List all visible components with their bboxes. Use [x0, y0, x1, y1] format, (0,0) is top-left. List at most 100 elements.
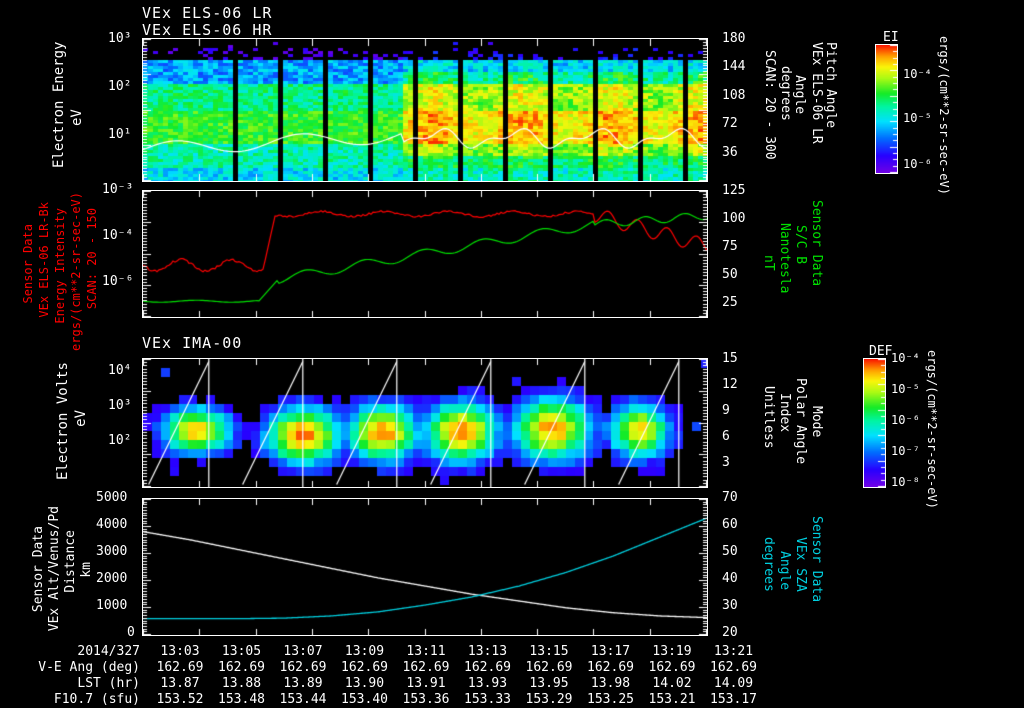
- panel4-ytick-0: 5000: [96, 490, 128, 505]
- panel3-right-label-2: Polar Angle: [793, 378, 808, 465]
- footer-lst-8: 14.02: [652, 676, 692, 691]
- footer-time-1: 13:05: [221, 644, 262, 659]
- colorbar2-tick-3: 10⁻⁷: [891, 444, 920, 458]
- colorbar2-tick-0: 10⁻⁴: [891, 351, 920, 365]
- panel2-ytick-0: 10⁻³: [102, 182, 134, 197]
- panel4-left-label-4: km: [79, 562, 94, 578]
- footer-ve-ang-0: 162.69: [156, 660, 204, 675]
- footer-f107-9: 153.17: [710, 692, 757, 707]
- panel2-y2tick-4: 25: [722, 295, 738, 310]
- panel2-ytick-2: 10⁻⁶: [102, 274, 134, 289]
- panel4-y2tick-2: 50: [722, 544, 738, 559]
- colorbar1-gradient: [876, 45, 897, 173]
- footer-date: 2014/327: [77, 644, 140, 659]
- footer-lst-2: 13.89: [283, 676, 323, 691]
- footer-f107-4: 153.36: [402, 692, 450, 707]
- colorbar1-tick-1: 10⁻⁵: [903, 111, 932, 125]
- panel2-right-label-2: S/C B: [793, 225, 808, 265]
- footer-time-0: 13:03: [160, 644, 200, 659]
- panel-energy-intensity-magfield[interactable]: [142, 190, 708, 318]
- footer-f107-5: 153.33: [464, 692, 511, 707]
- footer-f107-6: 153.29: [525, 692, 573, 707]
- panel4-ytick-5: 0: [127, 625, 135, 640]
- panel3-ytick-2: 10²: [108, 433, 132, 448]
- footer-ve-ang-1: 162.69: [218, 660, 265, 675]
- panel4-y2tick-0: 70: [722, 490, 738, 505]
- panel1-right-label-4: degrees: [778, 66, 793, 121]
- panel4-y2tick-3: 40: [722, 571, 738, 586]
- ima-spectrogram-canvas: [143, 359, 707, 487]
- panel3-left-axis-units: eV: [73, 410, 89, 427]
- panel1-y2tick-2: 108: [722, 88, 746, 103]
- colorbar2-tick-4: 10⁻⁸: [891, 475, 920, 489]
- els-spectrogram-canvas: [143, 39, 707, 181]
- colorbar1-tick-2: 10⁻⁶: [903, 157, 932, 171]
- panel3-y2tick-2: 9: [722, 403, 730, 418]
- footer-ve-ang-4: 162.69: [402, 660, 450, 675]
- panel1-ytick-0: 10³: [108, 31, 132, 46]
- panel3-right-label-3: Index: [777, 393, 792, 433]
- colorbar1-box[interactable]: [875, 44, 898, 174]
- panel3-ytick-0: 10⁴: [108, 363, 132, 378]
- footer-row-label-0: V-E Ang (deg): [38, 660, 140, 675]
- footer-f107-7: 153.25: [587, 692, 634, 707]
- colorbar2-name: DEF: [869, 344, 893, 359]
- panel2-y2tick-0: 125: [722, 183, 746, 198]
- panel3-y2tick-3: 6: [722, 429, 730, 444]
- footer-ve-ang-5: 162.69: [464, 660, 511, 675]
- panel-altitude-sza[interactable]: [142, 498, 708, 636]
- panel1-left-axis-units: eV: [69, 109, 85, 126]
- footer-time-5: 13:13: [467, 644, 508, 659]
- colorbar2-box[interactable]: [863, 358, 886, 488]
- panel4-ytick-2: 3000: [96, 544, 128, 559]
- colorbar1-tick-0: 10⁻⁴: [903, 67, 932, 81]
- panel2-left-label-1: Sensor Data: [21, 224, 35, 304]
- panel-els-spectrogram[interactable]: [142, 38, 708, 182]
- panel-ima-spectrogram[interactable]: [142, 358, 708, 488]
- footer-row-label-2: F10.7 (sfu): [53, 692, 140, 707]
- panel1-right-label-2: VEx ELS-06 LR: [809, 42, 824, 144]
- footer-lst-3: 13.90: [344, 676, 385, 691]
- panel1-ytick-1: 10²: [108, 79, 132, 94]
- footer-ve-ang-6: 162.69: [525, 660, 573, 675]
- footer-time-6: 13:15: [529, 644, 569, 659]
- colorbar2-tick-2: 10⁻⁶: [891, 413, 920, 427]
- panel2-ytick-1: 10⁻⁴: [102, 228, 134, 243]
- panel1-ytick-2: 10¹: [108, 127, 132, 142]
- footer-ve-ang-3: 162.69: [341, 660, 388, 675]
- panel2-left-label-4: ergs/(cm**2-sr-sec-eV): [69, 192, 83, 351]
- panel4-y2tick-5: 20: [722, 625, 738, 640]
- panel2-right-label-4: nT: [761, 255, 776, 271]
- panel1-title-lr: VEx ELS-06 LR: [142, 4, 273, 22]
- footer-time-4: 13:11: [406, 644, 446, 659]
- panel3-right-label-4: Unitless: [761, 386, 776, 449]
- panel3-left-axis-label: Electron Volts: [55, 362, 71, 481]
- panel2-y2tick-3: 50: [722, 267, 738, 282]
- colorbar1-units: ergs/(cm**2-sr-sec-eV): [937, 36, 951, 195]
- footer-ve-ang-7: 162.69: [587, 660, 634, 675]
- panel2-right-label-3: Nanotesla: [777, 223, 792, 294]
- panel1-y2tick-1: 144: [722, 59, 746, 74]
- panel4-y2tick-4: 30: [722, 598, 738, 613]
- panel4-y2tick-1: 60: [722, 517, 738, 532]
- footer-time-9: 13:21: [713, 644, 754, 659]
- panel2-left-label-3: Energy Intensity: [53, 208, 67, 324]
- panel1-y2tick-0: 180: [722, 31, 746, 46]
- colorbar2-gradient: [864, 359, 885, 487]
- panel4-ytick-1: 4000: [96, 517, 128, 532]
- panel4-left-label-2: VEx Alt/Venus/Pd: [47, 506, 62, 632]
- panel4-ytick-3: 2000: [96, 571, 128, 586]
- footer-f107-1: 153.48: [218, 692, 265, 707]
- panel3-right-label-1: Mode: [809, 406, 824, 438]
- panel2-right-label-1: Sensor Data: [809, 200, 824, 287]
- panel4-right-label-4: degrees: [761, 537, 776, 592]
- panel1-right-label-1: Pitch Angle: [823, 42, 838, 129]
- footer-lst-0: 13.87: [160, 676, 200, 691]
- panel3-y2tick-1: 12: [722, 377, 738, 392]
- footer-row-label-1: LST (hr): [77, 676, 140, 691]
- panel2-left-label-2: VEx ELS-06 LR-Bk: [37, 202, 51, 318]
- footer-time-3: 13:09: [344, 644, 385, 659]
- footer-time-7: 13:17: [590, 644, 631, 659]
- footer-lst-7: 13.98: [590, 676, 631, 691]
- panel1-right-label-3: Angle: [792, 75, 807, 115]
